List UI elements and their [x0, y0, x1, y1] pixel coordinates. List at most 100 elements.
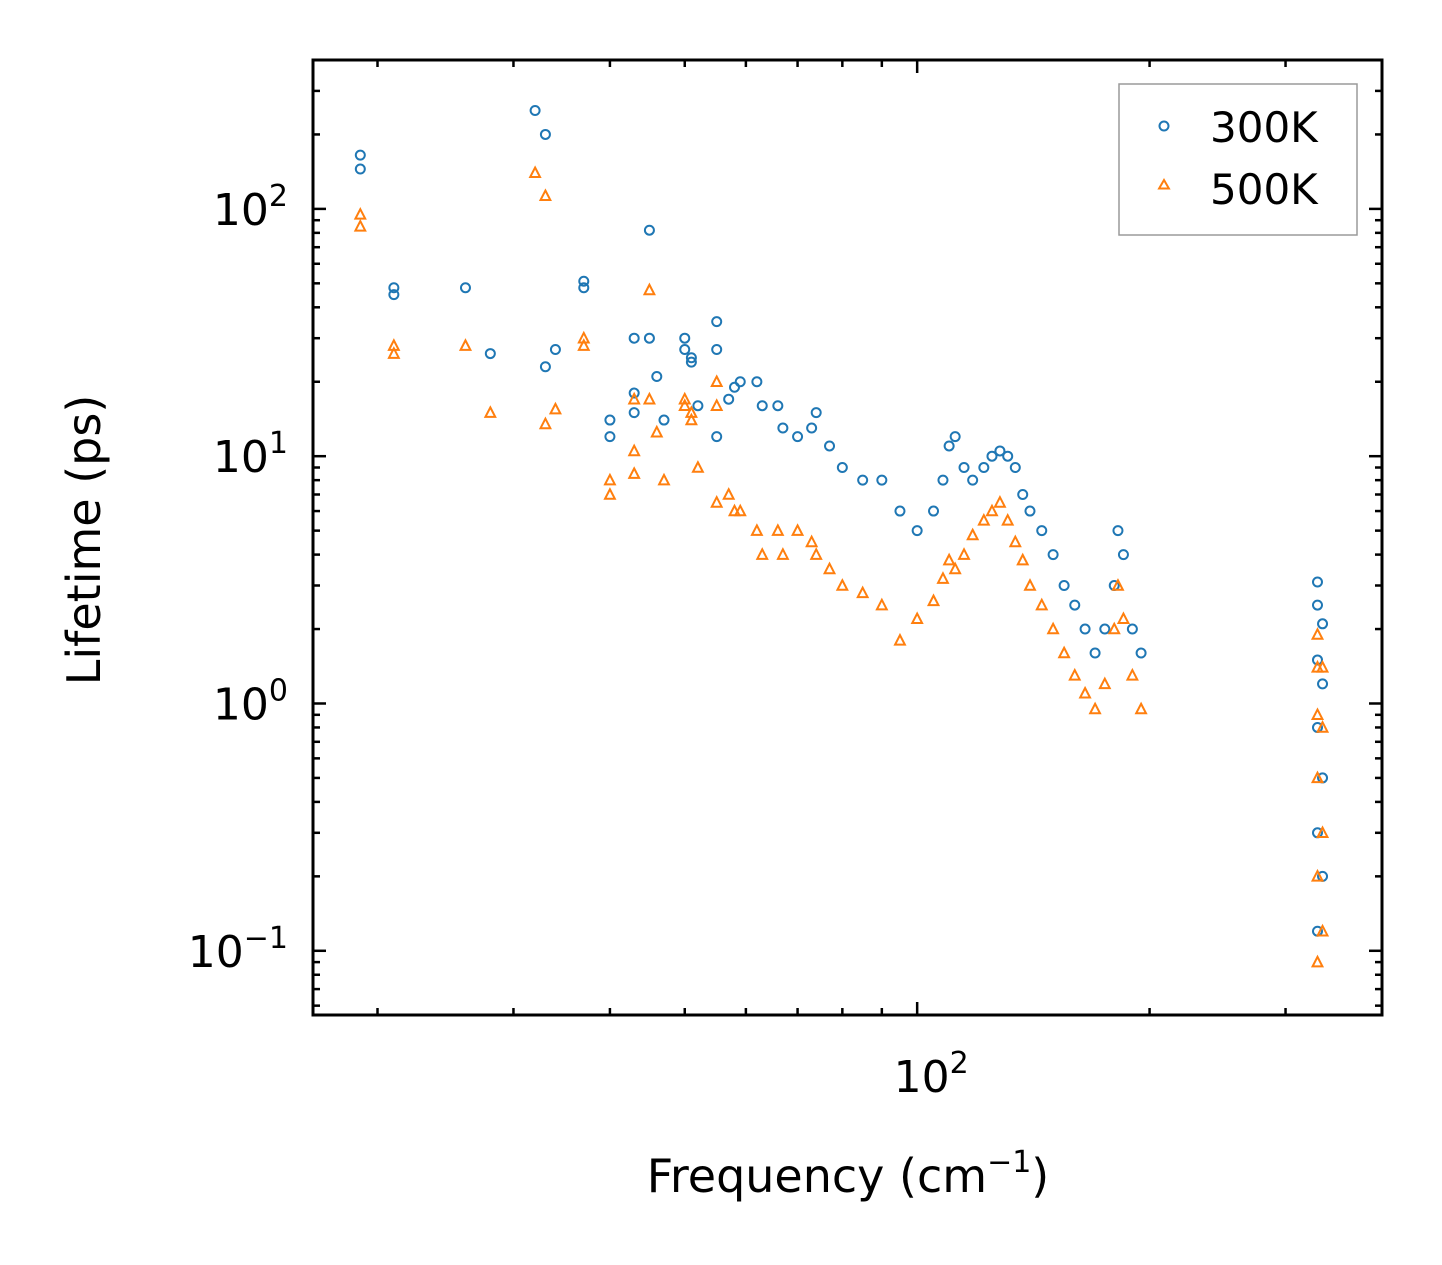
data-point	[1098, 676, 1112, 690]
data-point	[967, 474, 979, 486]
data-point	[911, 525, 923, 537]
data-point	[875, 597, 889, 611]
data-point	[777, 422, 789, 434]
data-point	[679, 332, 691, 344]
data-point	[711, 344, 723, 356]
data-point	[1315, 923, 1330, 937]
data-point	[678, 398, 692, 411]
y-tick-label: 101	[213, 426, 288, 483]
data-point	[810, 407, 822, 419]
data-point	[354, 149, 366, 161]
data-point	[750, 523, 764, 536]
data-point	[857, 474, 869, 486]
data-point	[353, 218, 367, 232]
data-point	[1315, 659, 1330, 673]
data-point	[628, 332, 640, 344]
data-point	[1310, 707, 1325, 721]
plot-frame	[311, 58, 1384, 1017]
data-point	[1310, 627, 1325, 640]
data-point	[958, 462, 970, 474]
data-point	[824, 440, 836, 452]
data-point	[1088, 701, 1102, 715]
data-point	[1089, 647, 1101, 659]
data-point	[966, 527, 980, 541]
data-point	[1317, 678, 1329, 690]
data-point	[893, 632, 907, 646]
data-point	[1311, 576, 1323, 588]
data-point	[734, 376, 746, 388]
data-point	[651, 371, 663, 383]
data-point	[1311, 654, 1323, 666]
data-point	[685, 356, 697, 368]
data-point	[711, 316, 723, 328]
data-point	[388, 289, 400, 301]
data-point	[1310, 868, 1325, 882]
data-point	[755, 547, 769, 560]
data-point	[458, 338, 473, 351]
data-point	[957, 547, 971, 560]
data-point	[643, 332, 655, 344]
data-point	[642, 282, 656, 296]
data-point	[538, 188, 552, 202]
data-point	[643, 224, 655, 236]
data-point	[1125, 667, 1139, 681]
data-point	[1126, 623, 1138, 635]
data-point	[354, 163, 366, 175]
data-point	[1134, 701, 1148, 715]
data-point	[942, 552, 956, 566]
data-point	[943, 440, 955, 452]
data-point	[627, 391, 641, 405]
data-point	[658, 414, 670, 426]
data-point	[711, 431, 723, 443]
data-point	[710, 374, 724, 387]
data-point	[985, 503, 999, 517]
y-axis-title: Lifetime (ps)	[57, 395, 111, 686]
data-point	[822, 561, 837, 575]
data-point	[691, 460, 705, 473]
major-ticks	[313, 60, 1382, 1015]
data-point	[627, 443, 641, 457]
data-point	[1099, 623, 1111, 635]
legend: 300K 500K	[1118, 83, 1358, 236]
legend-label-300k: 300K	[1210, 103, 1319, 152]
legend-label-500k: 500K	[1210, 165, 1319, 214]
data-point	[548, 401, 562, 415]
data-point	[1311, 599, 1323, 611]
x-axis-title-superscript: −1	[987, 1145, 1031, 1180]
data-point	[733, 503, 747, 517]
data-point	[1057, 645, 1071, 659]
data-point	[722, 487, 736, 500]
data-point	[604, 414, 616, 426]
data-point	[729, 381, 741, 393]
data-point	[538, 416, 552, 430]
data-point	[994, 445, 1006, 457]
data-point	[1069, 599, 1081, 611]
data-point	[928, 505, 940, 517]
data-point	[1117, 549, 1129, 561]
data-point	[1046, 621, 1060, 635]
data-point	[776, 547, 790, 560]
x-axis-title: Frequency (cm−1)	[647, 1145, 1050, 1203]
data-point	[1023, 578, 1037, 591]
data-point	[679, 344, 691, 356]
data-point	[926, 593, 941, 607]
data-point	[483, 405, 497, 418]
data-point	[628, 387, 640, 399]
data-point	[1002, 450, 1014, 462]
data-point	[977, 512, 991, 526]
data-point	[692, 400, 704, 412]
data-point	[678, 391, 692, 405]
data-point	[792, 431, 804, 443]
data-point	[684, 412, 698, 426]
data-point	[539, 128, 551, 140]
legend-marker-300k	[1158, 120, 1170, 132]
data-point	[1112, 525, 1124, 537]
data-point	[948, 561, 962, 575]
data-point	[604, 431, 616, 443]
data-point	[627, 466, 641, 479]
data-point	[650, 424, 664, 438]
data-point	[539, 361, 551, 373]
data-point	[1078, 685, 1092, 699]
data-point	[628, 407, 640, 419]
